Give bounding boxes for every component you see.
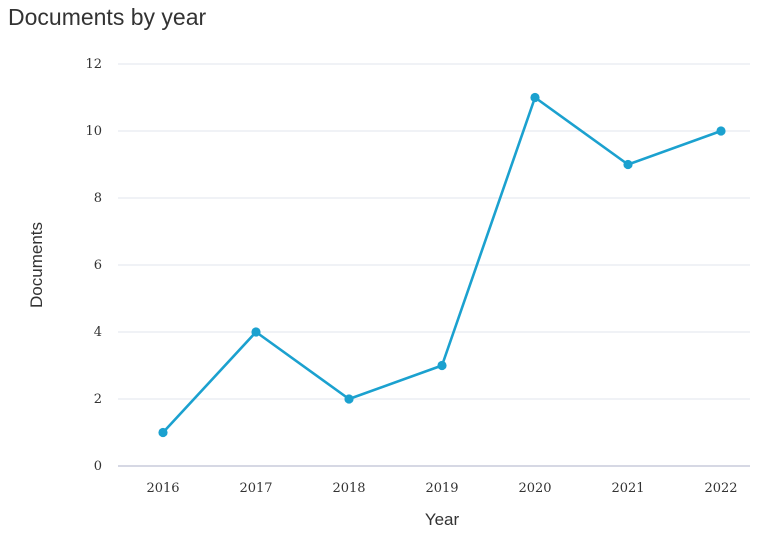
y-tick-label: 8: [94, 191, 102, 206]
data-point[interactable]: [437, 360, 447, 371]
data-point[interactable]: [530, 92, 540, 103]
data-point[interactable]: [251, 327, 261, 337]
x-tick-label: 2020: [518, 481, 551, 496]
data-point[interactable]: [716, 126, 726, 136]
x-axis-label: Year: [425, 510, 460, 529]
y-tick-label: 0: [94, 459, 102, 474]
data-point[interactable]: [344, 394, 354, 404]
y-tick-label: 4: [94, 325, 102, 340]
x-tick-label: 2019: [425, 481, 458, 496]
data-point[interactable]: [158, 427, 168, 438]
x-tick-label: 2017: [239, 481, 272, 496]
x-tick-label: 2016: [146, 481, 179, 496]
series-layer: [158, 92, 726, 438]
data-point[interactable]: [623, 159, 633, 170]
y-tick-label: 10: [85, 124, 102, 139]
chart-title: Documents by year: [8, 4, 207, 30]
y-axis-ticks: 0 2 4 6 8 10 12: [85, 57, 102, 474]
x-tick-label: 2021: [611, 481, 644, 496]
x-tick-label: 2022: [704, 481, 737, 496]
y-tick-label: 12: [85, 57, 102, 72]
gridlines: [118, 63, 750, 467]
y-tick-label: 6: [94, 258, 102, 273]
y-axis-label: Documents: [27, 222, 46, 308]
x-axis-ticks: 2016 2017 2018 2019 2020 2021 2022: [146, 481, 737, 496]
y-tick-label: 2: [94, 392, 102, 407]
x-tick-label: 2018: [332, 481, 365, 496]
